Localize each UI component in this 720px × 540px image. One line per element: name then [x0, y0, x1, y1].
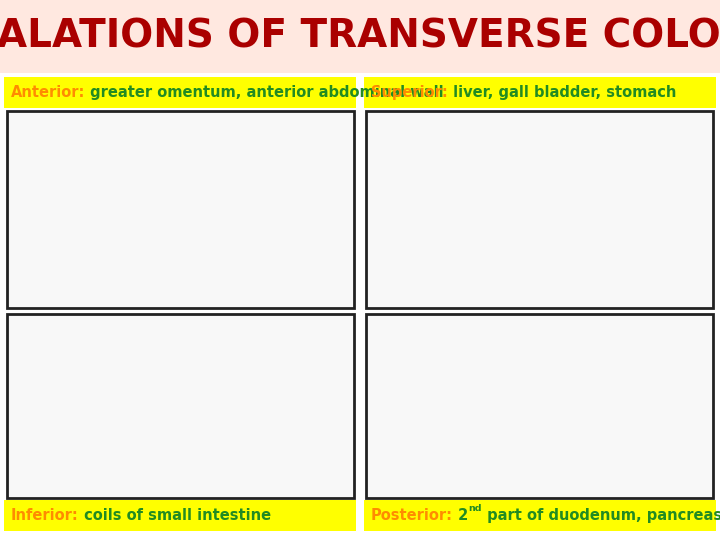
Text: liver, gall bladder, stomach: liver, gall bladder, stomach [448, 85, 676, 100]
Bar [366, 111, 713, 308]
Text: Superior:: Superior: [371, 85, 448, 100]
Bar [7, 314, 354, 498]
Text: part of duodenum, pancreas: part of duodenum, pancreas [482, 508, 720, 523]
Text: 2: 2 [453, 508, 468, 523]
Text: RALATIONS OF TRANSVERSE COLON: RALATIONS OF TRANSVERSE COLON [0, 18, 720, 56]
Text: Posterior:: Posterior: [371, 508, 453, 523]
Text: Anterior:: Anterior: [11, 85, 85, 100]
Text: Inferior:: Inferior: [11, 508, 78, 523]
Bar [0, 0, 720, 73]
Bar [4, 500, 356, 531]
Bar [7, 111, 354, 308]
Text: coils of small intestine: coils of small intestine [78, 508, 271, 523]
Bar [4, 77, 356, 108]
Text: nd: nd [468, 504, 482, 514]
Text: greater omentum, anterior abdominal wall: greater omentum, anterior abdominal wall [85, 85, 444, 100]
Bar [364, 500, 716, 531]
Bar [364, 77, 716, 108]
Bar [366, 314, 713, 498]
